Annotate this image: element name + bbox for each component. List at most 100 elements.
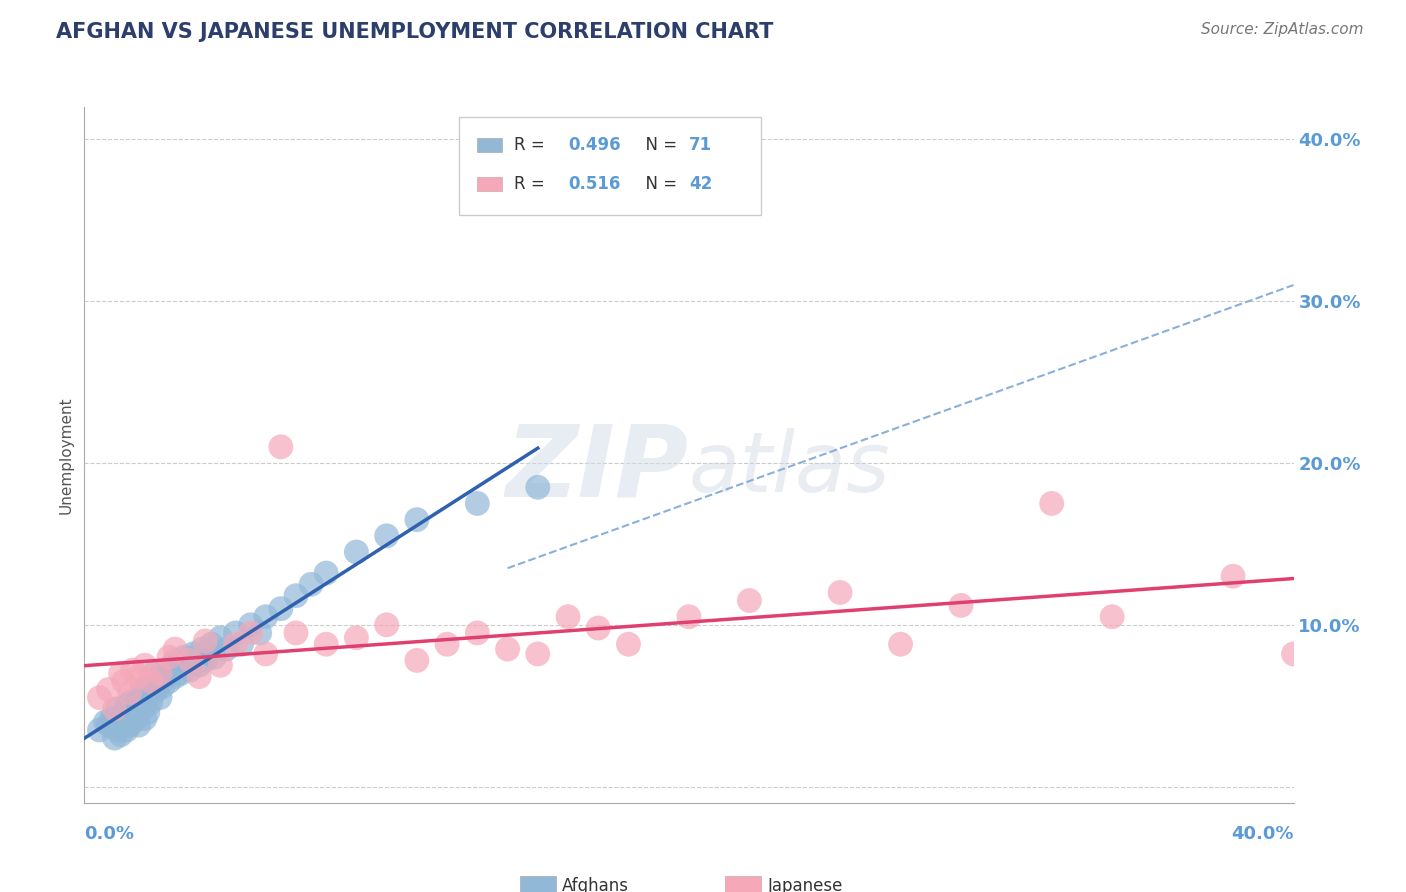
Point bbox=[149, 690, 172, 705]
Point bbox=[738, 593, 761, 607]
Point bbox=[315, 566, 337, 580]
Bar bbox=[520, 876, 555, 892]
Point bbox=[526, 480, 548, 494]
Point bbox=[239, 617, 262, 632]
Point bbox=[112, 718, 135, 732]
Point bbox=[160, 658, 183, 673]
Point bbox=[121, 714, 143, 729]
Bar bbox=[478, 138, 502, 153]
Point bbox=[118, 718, 141, 732]
Point bbox=[149, 666, 172, 681]
Point bbox=[104, 718, 127, 732]
Point bbox=[157, 674, 180, 689]
Text: 0.0%: 0.0% bbox=[84, 825, 135, 843]
Point bbox=[346, 545, 368, 559]
Point bbox=[142, 666, 165, 681]
Y-axis label: Unemployment: Unemployment bbox=[58, 396, 73, 514]
Point bbox=[375, 529, 398, 543]
Point bbox=[557, 609, 579, 624]
Point bbox=[436, 637, 458, 651]
Text: atlas: atlas bbox=[689, 428, 890, 509]
Point bbox=[112, 674, 135, 689]
Point bbox=[118, 696, 141, 710]
Point bbox=[146, 682, 169, 697]
Point bbox=[170, 666, 193, 681]
Point bbox=[100, 712, 122, 726]
Point bbox=[155, 663, 177, 677]
Point bbox=[134, 712, 156, 726]
Text: Japanese: Japanese bbox=[768, 878, 844, 892]
Point bbox=[225, 637, 247, 651]
Point bbox=[270, 440, 292, 454]
Point bbox=[163, 642, 186, 657]
Point bbox=[617, 637, 640, 651]
Text: 42: 42 bbox=[689, 175, 713, 193]
Point bbox=[104, 731, 127, 745]
Point bbox=[299, 577, 322, 591]
Point bbox=[142, 686, 165, 700]
Point bbox=[97, 682, 120, 697]
Point bbox=[125, 712, 148, 726]
Point bbox=[125, 698, 148, 713]
Point bbox=[406, 513, 429, 527]
Point bbox=[94, 714, 117, 729]
Point bbox=[128, 718, 150, 732]
Text: AFGHAN VS JAPANESE UNEMPLOYMENT CORRELATION CHART: AFGHAN VS JAPANESE UNEMPLOYMENT CORRELAT… bbox=[56, 22, 773, 42]
Point bbox=[107, 723, 129, 737]
Point bbox=[284, 626, 308, 640]
Point bbox=[890, 637, 912, 651]
Point bbox=[131, 702, 153, 716]
Point bbox=[375, 617, 398, 632]
Point bbox=[249, 626, 271, 640]
Point bbox=[406, 653, 429, 667]
Point bbox=[139, 696, 162, 710]
Point bbox=[200, 637, 222, 651]
Point bbox=[496, 642, 519, 657]
Point bbox=[254, 609, 277, 624]
Point bbox=[239, 626, 262, 640]
Point bbox=[209, 658, 232, 673]
Point bbox=[121, 705, 143, 719]
Point bbox=[89, 690, 111, 705]
Point bbox=[136, 679, 159, 693]
Point bbox=[128, 706, 150, 721]
Point bbox=[1040, 496, 1063, 510]
Point bbox=[284, 589, 308, 603]
Point bbox=[104, 702, 127, 716]
Point bbox=[97, 718, 120, 732]
Point bbox=[152, 679, 174, 693]
Point bbox=[467, 496, 489, 510]
Point bbox=[1282, 647, 1305, 661]
Text: 40.0%: 40.0% bbox=[1232, 825, 1294, 843]
Point bbox=[89, 723, 111, 737]
Point bbox=[115, 723, 138, 737]
Point bbox=[134, 686, 156, 700]
Text: Afghans: Afghans bbox=[562, 878, 628, 892]
Point bbox=[225, 626, 247, 640]
Point bbox=[118, 686, 141, 700]
Point bbox=[181, 647, 204, 661]
Point bbox=[107, 702, 129, 716]
Point bbox=[202, 650, 225, 665]
Text: 0.496: 0.496 bbox=[568, 136, 620, 154]
Point bbox=[128, 690, 150, 705]
Point bbox=[254, 647, 277, 661]
Point bbox=[173, 650, 195, 665]
Point bbox=[346, 631, 368, 645]
Point bbox=[118, 708, 141, 723]
Point bbox=[149, 670, 172, 684]
Point bbox=[134, 698, 156, 713]
Point bbox=[188, 670, 211, 684]
Point bbox=[678, 609, 700, 624]
Point bbox=[231, 637, 253, 651]
Point bbox=[209, 631, 232, 645]
Text: R =: R = bbox=[513, 136, 550, 154]
Point bbox=[194, 653, 217, 667]
Point bbox=[467, 626, 489, 640]
Point bbox=[139, 674, 162, 689]
Point bbox=[163, 670, 186, 684]
Point bbox=[115, 712, 138, 726]
Point bbox=[1101, 609, 1123, 624]
Point bbox=[179, 663, 201, 677]
Point bbox=[110, 728, 132, 742]
